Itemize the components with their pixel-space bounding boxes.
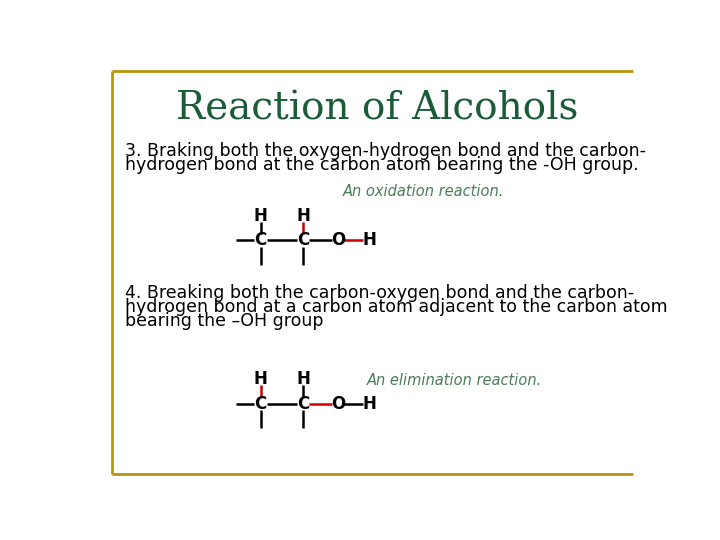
Text: O: O bbox=[331, 395, 345, 413]
Text: C: C bbox=[254, 395, 266, 413]
Text: H: H bbox=[296, 370, 310, 388]
Text: 3. Braking both the oxygen-hydrogen bond and the carbon-: 3. Braking both the oxygen-hydrogen bond… bbox=[125, 142, 646, 160]
Text: O: O bbox=[331, 231, 345, 249]
Text: C: C bbox=[297, 231, 310, 249]
Text: H: H bbox=[362, 395, 376, 413]
Text: H: H bbox=[253, 207, 267, 225]
Text: H: H bbox=[362, 231, 376, 249]
Text: 4. Breaking both the carbon-oxygen bond and the carbon-: 4. Breaking both the carbon-oxygen bond … bbox=[125, 284, 634, 302]
Text: C: C bbox=[254, 231, 266, 249]
Text: H: H bbox=[296, 207, 310, 225]
Text: bearing the –OH group: bearing the –OH group bbox=[125, 312, 323, 330]
Text: An elimination reaction.: An elimination reaction. bbox=[366, 373, 542, 388]
Text: hydrogen bond at the carbon atom bearing the -OH group.: hydrogen bond at the carbon atom bearing… bbox=[125, 156, 639, 174]
Text: An oxidation reaction.: An oxidation reaction. bbox=[343, 184, 504, 199]
Text: H: H bbox=[253, 370, 267, 388]
Text: C: C bbox=[297, 395, 310, 413]
Text: hydrogen bond at a carbon atom adjacent to the carbon atom: hydrogen bond at a carbon atom adjacent … bbox=[125, 298, 667, 316]
Text: Reaction of Alcohols: Reaction of Alcohols bbox=[176, 91, 578, 128]
